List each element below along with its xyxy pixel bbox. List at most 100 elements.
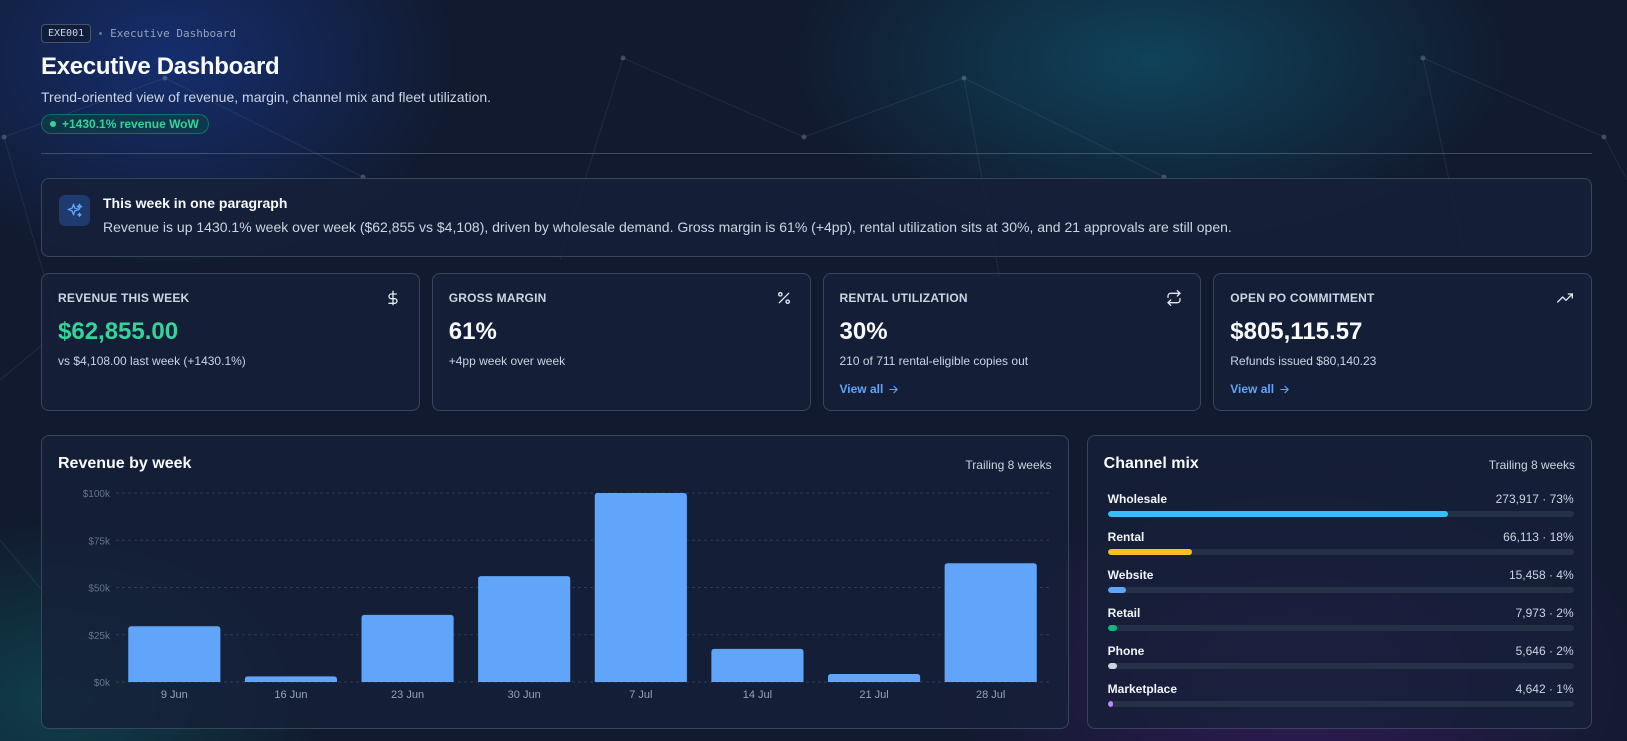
channel-name: Marketplace xyxy=(1107,682,1178,696)
channel-bar-fill xyxy=(1107,701,1114,707)
revenue-change-badge: +1430.1% revenue WoW xyxy=(41,114,209,134)
channel-mix-item: Wholesale 273,917 · 73% xyxy=(1107,492,1574,530)
weekly-summary-card: This week in one paragraph Revenue is up… xyxy=(41,178,1592,257)
channel-value: 7,973 · 2% xyxy=(1515,606,1574,620)
percent-icon xyxy=(777,292,790,304)
kpi-label: GROSS MARGIN xyxy=(448,291,547,305)
channel-name: Retail xyxy=(1107,606,1141,620)
page-title: Executive Dashboard xyxy=(41,53,280,80)
dollar-icon xyxy=(388,290,398,306)
kpi-card-revenue: REVENUE THIS WEEK $62,855.00 vs $4,108.0… xyxy=(41,273,420,411)
revenue-change-label: +1430.1% revenue WoW xyxy=(62,117,199,131)
kpi-row: REVENUE THIS WEEK $62,855.00 vs $4,108.0… xyxy=(41,273,1592,411)
channel-value: 15,458 · 4% xyxy=(1508,568,1574,582)
kpi-label: OPEN PO COMMITMENT xyxy=(1230,291,1375,305)
summary-text: Revenue is up 1430.1% week over week ($6… xyxy=(103,219,1232,235)
summary-title: This week in one paragraph xyxy=(103,195,288,211)
kpi-subtext: Refunds issued $80,140.23 xyxy=(1230,354,1377,368)
channel-name: Rental xyxy=(1107,530,1145,544)
channel-mix-item: Rental 66,113 · 18% xyxy=(1107,530,1574,568)
x-tick-label: 30 Jun xyxy=(508,689,541,701)
view-all-label: View all xyxy=(839,382,884,396)
revenue-bar xyxy=(478,576,571,682)
channel-bar-track xyxy=(1107,701,1574,707)
y-tick-label: $50k xyxy=(88,584,111,595)
header-divider xyxy=(41,153,1592,154)
y-tick-label: $25k xyxy=(88,631,111,642)
x-tick-label: 7 Jul xyxy=(629,689,652,701)
kpi-subtext: +4pp week over week xyxy=(448,354,566,368)
repeat-icon xyxy=(1167,290,1181,306)
x-tick-label: 23 Jun xyxy=(391,689,424,701)
kpi-value: $805,115.57 xyxy=(1230,318,1363,345)
channel-bar-track xyxy=(1107,663,1574,669)
kpi-label: RENTAL UTILIZATION xyxy=(839,291,968,305)
channel-value: 4,642 · 1% xyxy=(1515,682,1574,696)
channel-bar-track xyxy=(1107,549,1574,555)
revenue-bar xyxy=(711,648,804,682)
page-code-chip: EXE001 xyxy=(41,23,92,43)
revenue-bar xyxy=(128,626,221,682)
charts-row: $0k $25k $50k $75k $100k 9 Jun 16 Jun 23 Jun 30 … xyxy=(41,435,1592,729)
channel-mix-panel: Channel mix Trailing 8 weeks Wholesale 27… xyxy=(1086,435,1592,729)
kpi-value: 61% xyxy=(448,318,497,345)
channel-mix-item: Marketplace 4,642 · 1% xyxy=(1107,682,1574,720)
x-tick-label: 21 Jul xyxy=(859,689,888,701)
channel-name: Wholesale xyxy=(1107,492,1168,506)
kpi-subtext: vs $4,108.00 last week (+1430.1%) xyxy=(58,354,246,368)
status-dot-icon xyxy=(50,121,56,127)
channel-mix-item: Retail 7,973 · 2% xyxy=(1107,606,1574,644)
channel-bar-fill xyxy=(1107,625,1117,631)
panel-title: Revenue by week xyxy=(58,455,192,472)
channel-value: 5,646 · 2% xyxy=(1515,644,1574,658)
breadcrumb: EXE001 Executive Dashboard xyxy=(41,22,1592,44)
channel-bar-track xyxy=(1107,625,1574,631)
kpi-card-gross-margin: GROSS MARGIN 61% +4pp week over week xyxy=(431,273,811,411)
channel-value: 273,917 · 73% xyxy=(1495,492,1574,506)
y-tick-label: $75k xyxy=(88,536,111,547)
channel-bar-fill xyxy=(1107,511,1448,517)
breadcrumb-separator xyxy=(99,31,103,35)
arrow-right-icon xyxy=(1280,385,1289,393)
view-all-link[interactable]: View all xyxy=(1230,382,1290,396)
revenue-bar-chart: $0k $25k $50k $75k $100k 9 Jun 16 Jun 23 Jun 30 … xyxy=(83,489,1049,701)
channel-bar-track xyxy=(1107,511,1574,517)
channel-value: 66,113 · 18% xyxy=(1503,530,1574,544)
kpi-value: 30% xyxy=(839,318,888,345)
channel-bar-fill xyxy=(1107,587,1127,593)
x-tick-label: 16 Jun xyxy=(274,689,307,701)
panel-period-label: Trailing 8 weeks xyxy=(1488,458,1575,472)
channel-mix-list: Wholesale 273,917 · 73% Rental 66,113 · 18… xyxy=(1107,492,1574,720)
panel-title: Channel mix xyxy=(1103,455,1199,472)
channel-bar-fill xyxy=(1107,549,1192,555)
revenue-bar xyxy=(944,563,1037,682)
y-tick-label: $0k xyxy=(94,678,111,689)
revenue-bar xyxy=(594,493,687,682)
arrow-right-icon xyxy=(889,385,899,393)
dashboard-page: EXE001 Executive Dashboard Executive Das… xyxy=(41,22,1592,729)
trending-up-icon xyxy=(1557,293,1573,303)
channel-mix-item: Website 15,458 · 4% xyxy=(1107,568,1574,606)
kpi-label: REVENUE THIS WEEK xyxy=(58,291,190,305)
revenue-by-week-panel: $0k $25k $50k $75k $100k 9 Jun 16 Jun 23 Jun 30 … xyxy=(41,435,1069,729)
view-all-label: View all xyxy=(1230,382,1275,396)
kpi-value: $62,855.00 xyxy=(58,318,179,345)
x-tick-label: 28 Jul xyxy=(976,689,1005,701)
panel-period-label: Trailing 8 weeks xyxy=(965,458,1052,472)
page-subtitle: Trend-oriented view of revenue, margin, … xyxy=(41,89,492,105)
channel-mix-item: Phone 5,646 · 2% xyxy=(1107,644,1574,682)
revenue-bar xyxy=(827,674,921,682)
x-tick-label: 14 Jul xyxy=(743,689,772,701)
revenue-bar xyxy=(361,614,454,682)
channel-bar-fill xyxy=(1107,663,1117,669)
y-tick-label: $100k xyxy=(83,489,111,500)
view-all-link[interactable]: View all xyxy=(840,382,900,396)
channel-name: Phone xyxy=(1107,644,1145,658)
kpi-card-open-po: OPEN PO COMMITMENT $805,115.57 Refunds i… xyxy=(1213,273,1592,411)
channel-bar-track xyxy=(1107,587,1574,593)
x-tick-label: 9 Jun xyxy=(161,689,188,701)
breadcrumb-label: Executive Dashboard xyxy=(110,26,236,40)
kpi-subtext: 210 of 711 rental-eligible copies out xyxy=(839,354,1029,368)
sparkles-icon xyxy=(59,195,90,226)
kpi-card-rental-utilization: RENTAL UTILIZATION 30% 210 of 711 rental… xyxy=(822,273,1202,411)
